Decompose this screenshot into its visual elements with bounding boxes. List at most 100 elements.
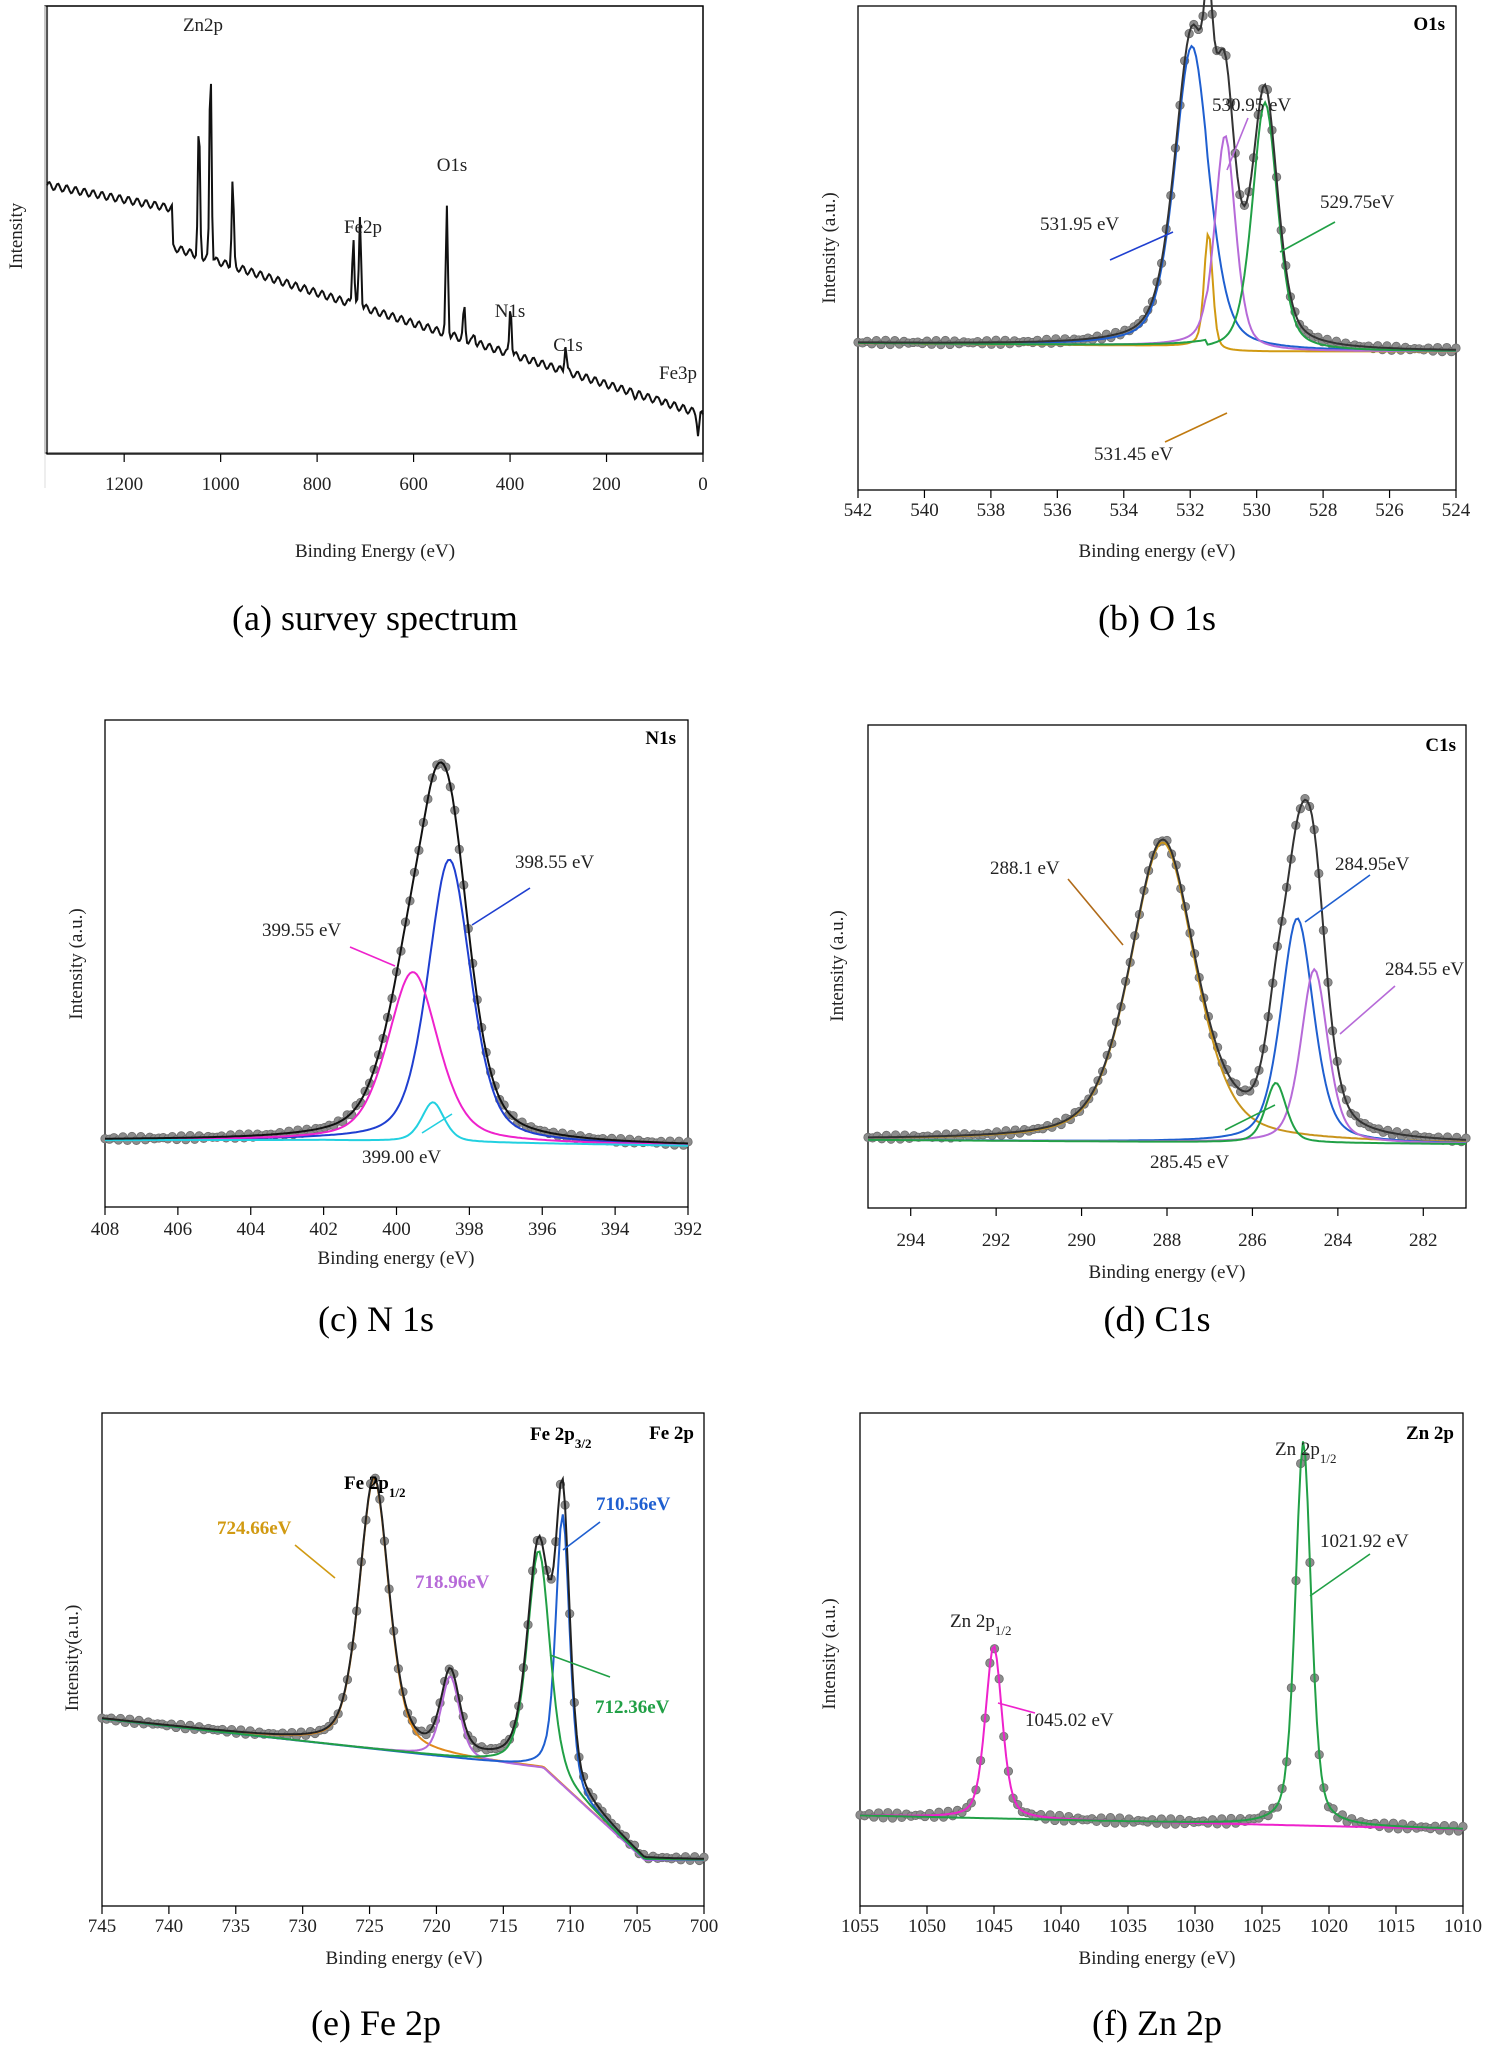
annotation-1045-02: 1045.02 eV [1025, 1710, 1114, 1731]
peak-label-zn2p: Zn2p [183, 15, 223, 36]
x-ticks: 745 740 735 730 725 720 715 710 705 700 [88, 1906, 719, 1937]
annotation-529-75: 529.75eV [1320, 192, 1395, 213]
data-point [1328, 1804, 1338, 1814]
annotation-530-95: 530.95 eV [1212, 95, 1291, 116]
annotation-399-00: 399.00 eV [362, 1147, 441, 1168]
peak-title-sub: 3/2 [575, 1436, 592, 1451]
annotation-718-96: 718.96eV [415, 1572, 490, 1593]
corner-title: Fe 2p [649, 1423, 694, 1444]
x-axis-label: Binding energy (eV) [1089, 1262, 1246, 1283]
x-tick-label: 0 [698, 474, 708, 495]
x-tick-label: 526 [1375, 500, 1404, 521]
x-tick-label: 1020 [1310, 1916, 1348, 1937]
fit-component [101, 1514, 705, 1861]
x-tick-label: 288 [1153, 1230, 1182, 1251]
n1s-curves [100, 758, 693, 1150]
peak-title-sub: 1/2 [1320, 1451, 1337, 1466]
x-tick-label: 800 [303, 474, 332, 495]
x-tick-label: 1010 [1444, 1916, 1482, 1937]
annotation-724-66: 724.66eV [217, 1518, 292, 1539]
x-tick-label: 700 [690, 1916, 719, 1937]
arrow-1021-92 [1309, 1553, 1371, 1597]
plot-frame [859, 1412, 1464, 1907]
x-tick-label: 400 [382, 1219, 411, 1240]
corner-title: C1s [1425, 735, 1456, 756]
x-tick-label: 730 [288, 1916, 317, 1937]
peak-title-zn-2p-left: Zn 2p1/2 [950, 1611, 1011, 1638]
arrow-399-55 [349, 946, 396, 967]
x-tick-label: 532 [1176, 500, 1205, 521]
x-tick-label: 286 [1238, 1230, 1267, 1251]
annotation-398-55: 398.55 eV [515, 852, 594, 873]
x-tick-label: 408 [91, 1219, 120, 1240]
x-tick-label: 406 [164, 1219, 193, 1240]
panel-f: 1055 1050 1045 1040 1035 1030 1025 1020 1015 1010… [819, 1412, 1482, 2043]
x-tick-label: 710 [556, 1916, 585, 1937]
fit-component [105, 1101, 688, 1147]
panel-caption: (f) Zn 2p [1092, 2003, 1222, 2043]
arrow-531-95 [1109, 231, 1174, 261]
corner-title: Zn 2p [1406, 1423, 1454, 1444]
x-tick-label: 540 [910, 500, 939, 521]
x-tick-label: 542 [844, 500, 873, 521]
x-tick-label: 282 [1409, 1230, 1438, 1251]
fit-component [105, 858, 689, 1146]
x-tick-label: 398 [455, 1219, 484, 1240]
peak-label-fe3p: Fe3p [659, 363, 697, 384]
arrow-724-66 [294, 1544, 336, 1579]
peak-label-c1s: C1s [553, 335, 583, 356]
x-tick-label: 1000 [202, 474, 240, 495]
c1s-curves [863, 793, 1471, 1147]
x-tick-label: 392 [674, 1219, 703, 1240]
data-point [347, 1110, 357, 1120]
panel-caption: (d) C1s [1104, 1299, 1211, 1339]
annotation-712-36: 712.36eV [595, 1697, 670, 1718]
peak-label-n1s: N1s [495, 301, 526, 322]
x-tick-label: 720 [422, 1916, 451, 1937]
x-tick-label: 1015 [1377, 1916, 1415, 1937]
annotation-399-55: 399.55 eV [262, 920, 341, 941]
arrow-1045-02 [997, 1702, 1036, 1714]
x-tick-label: 600 [399, 474, 428, 495]
annotation-284-55: 284.55 eV [1385, 959, 1464, 980]
x-tick-label: 536 [1043, 500, 1072, 521]
arrow-284-55 [1339, 985, 1396, 1035]
x-tick-label: 1055 [841, 1916, 879, 1937]
fit-component [867, 1081, 1466, 1145]
x-axis-label: Binding Energy (eV) [295, 541, 455, 562]
fit-envelope [101, 1475, 705, 1860]
x-ticks: 1055 1050 1045 1040 1035 1030 1025 1020 1015 1010 [841, 1906, 1482, 1937]
fit-component [101, 1550, 705, 1861]
plot-frame [857, 5, 1457, 491]
x-tick-label: 1045 [975, 1916, 1013, 1937]
arrow-288-1 [1067, 878, 1124, 946]
x-tick-label: 1030 [1176, 1916, 1214, 1937]
panel-b: 542 540 538 536 534 532 530 528 526 524 O1s 530.9… [819, 0, 1471, 638]
x-tick-label: 400 [496, 474, 525, 495]
x-ticks: 294 292 290 288 286 284 282 [896, 1208, 1438, 1251]
arrow-530-95 [1226, 117, 1249, 171]
fit-component [868, 841, 1466, 1143]
x-ticks: 542 540 538 536 534 532 530 528 526 524 [844, 490, 1471, 521]
fit-component [859, 1644, 1464, 1831]
peak-title-fe-2p-1-2: Fe 2p1/2 [344, 1473, 405, 1500]
x-tick-label: 725 [355, 1916, 384, 1937]
arrow-531-45 [1164, 412, 1228, 443]
peak-title-base: Fe 2p [344, 1473, 389, 1494]
x-tick-label: 715 [489, 1916, 518, 1937]
x-tick-label: 740 [155, 1916, 184, 1937]
panel-c: 408 406 404 402 400 398 396 394 392 N1s 398.55 e… [66, 719, 703, 1339]
peak-title-base: Fe 2p [530, 1424, 575, 1445]
peak-title-base: Zn 2p [1275, 1439, 1320, 1460]
survey-curve [46, 83, 704, 437]
x-tick-label: 538 [977, 500, 1006, 521]
peak-title-sub: 1/2 [389, 1485, 406, 1500]
data-point [508, 1111, 518, 1121]
x-tick-label: 745 [88, 1916, 117, 1937]
arrow-285-45 [1224, 1104, 1276, 1131]
panel-caption: (a) survey spectrum [232, 598, 518, 638]
y-axis-label: Intensity (a.u.) [819, 1598, 840, 1709]
x-axis-label: Binding energy (eV) [1079, 1948, 1236, 1969]
fit-component [857, 100, 1456, 352]
annotation-284-95: 284.95eV [1335, 854, 1410, 875]
